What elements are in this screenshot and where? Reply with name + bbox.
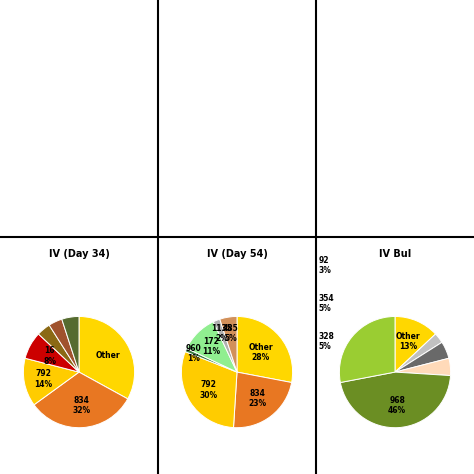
Text: 354
5%: 354 5% xyxy=(319,294,334,313)
Wedge shape xyxy=(34,372,128,428)
Text: IV Bul: IV Bul xyxy=(379,248,411,259)
Text: 968
46%: 968 46% xyxy=(388,396,406,415)
Wedge shape xyxy=(185,348,237,372)
Wedge shape xyxy=(62,317,79,372)
Text: Other
13%: Other 13% xyxy=(396,332,420,351)
Text: 792
30%: 792 30% xyxy=(200,380,218,400)
Text: 172
11%: 172 11% xyxy=(202,337,220,356)
Text: 16
8%: 16 8% xyxy=(43,346,56,366)
Wedge shape xyxy=(395,358,451,375)
Wedge shape xyxy=(38,325,79,372)
Wedge shape xyxy=(237,317,292,383)
Text: IV (Day 54): IV (Day 54) xyxy=(207,248,267,259)
Wedge shape xyxy=(340,372,450,428)
Wedge shape xyxy=(234,372,292,428)
Wedge shape xyxy=(395,342,449,372)
Text: Other
28%: Other 28% xyxy=(248,343,273,362)
Wedge shape xyxy=(395,334,442,372)
Text: Other: Other xyxy=(95,351,120,360)
Text: 960
1%: 960 1% xyxy=(186,344,201,363)
Wedge shape xyxy=(49,319,79,372)
Text: 1135
2%: 1135 2% xyxy=(211,324,232,343)
Wedge shape xyxy=(79,317,135,399)
Wedge shape xyxy=(182,352,237,428)
Wedge shape xyxy=(187,322,237,372)
Wedge shape xyxy=(220,317,237,372)
Wedge shape xyxy=(25,334,79,372)
Text: 792
14%: 792 14% xyxy=(35,369,53,389)
Wedge shape xyxy=(23,358,79,405)
Text: IV (Day 34): IV (Day 34) xyxy=(48,248,109,259)
Wedge shape xyxy=(395,317,436,372)
Wedge shape xyxy=(213,319,237,372)
Text: 92
3%: 92 3% xyxy=(319,256,331,275)
Text: 834
23%: 834 23% xyxy=(248,389,266,408)
Text: 485
5%: 485 5% xyxy=(223,324,239,343)
Text: 328
5%: 328 5% xyxy=(319,332,334,351)
Text: 834
32%: 834 32% xyxy=(72,396,90,415)
Wedge shape xyxy=(339,317,395,383)
